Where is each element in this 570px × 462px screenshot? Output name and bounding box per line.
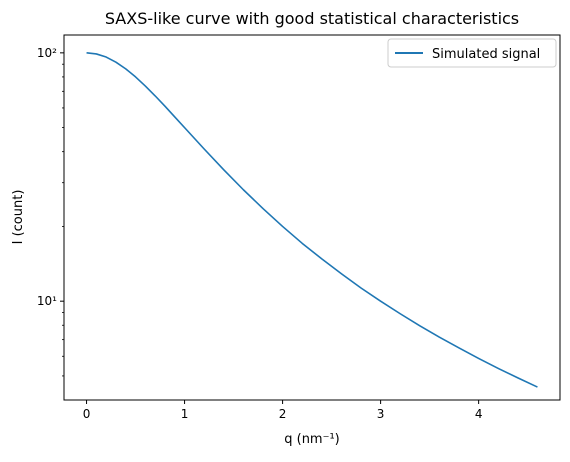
x-tick-label: 3 (377, 407, 385, 421)
legend: Simulated signal (387, 38, 557, 68)
chart-title: SAXS-like curve with good statistical ch… (105, 9, 519, 28)
x-tick-label: 2 (279, 407, 287, 421)
y-tick-label: 10¹ (37, 294, 57, 308)
x-tick-label: 4 (475, 407, 483, 421)
x-axis-ticks: 0 1 2 3 4 (83, 400, 483, 421)
y-tick-label: 10² (37, 46, 57, 60)
x-tick-label: 1 (181, 407, 189, 421)
series-line-simulated-signal (86, 52, 538, 388)
legend-box (387, 38, 557, 68)
x-axis-label: q (nm⁻¹) (284, 432, 340, 447)
series-layer (86, 52, 538, 388)
y-axis-label: I (count) (11, 190, 26, 245)
plot-area: 0 1 2 3 4 10¹ 10² (37, 34, 561, 421)
plot-frame (63, 34, 561, 401)
x-tick-label: 0 (83, 407, 91, 421)
y-axis-ticks: 10¹ 10² (37, 46, 64, 377)
legend-label: Simulated signal (432, 47, 540, 62)
